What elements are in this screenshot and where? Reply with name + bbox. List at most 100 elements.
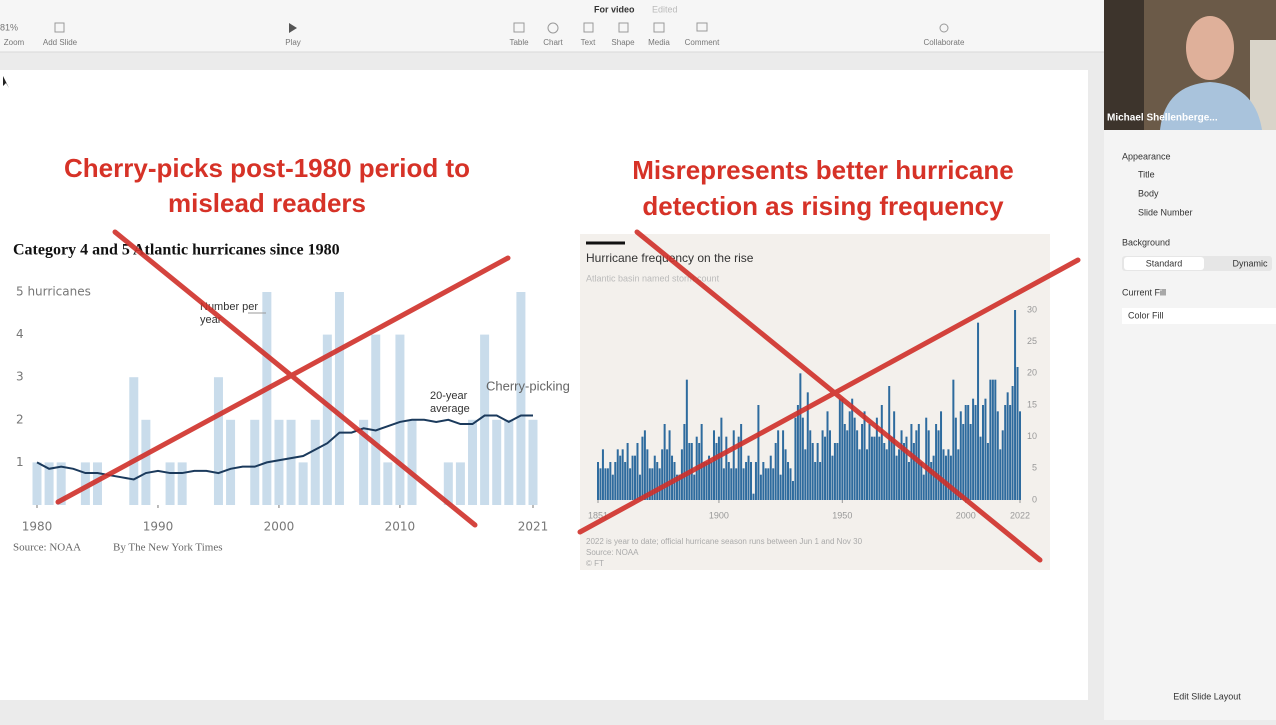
bar [907, 462, 910, 500]
tool[interactable]: Shape [611, 38, 635, 47]
bar [784, 449, 787, 500]
bar [841, 398, 844, 500]
video-name: Michael Shellenberge... [1107, 113, 1218, 124]
bar [787, 462, 790, 500]
tool[interactable]: Add Slide [43, 38, 78, 47]
tool[interactable]: Collaborate [924, 38, 965, 47]
bar [957, 449, 960, 500]
tool[interactable]: Play [285, 38, 301, 47]
bar [262, 292, 272, 505]
bar [801, 417, 804, 500]
y-tick-label: 1 [16, 455, 24, 469]
bar [964, 405, 967, 500]
bar [816, 443, 819, 500]
bar [1019, 411, 1021, 500]
bar [910, 424, 913, 500]
bar [853, 417, 856, 500]
bar [873, 436, 876, 500]
bar [1016, 367, 1019, 500]
bar [880, 405, 883, 500]
bar [915, 430, 918, 500]
bar [905, 436, 908, 500]
bar [732, 430, 735, 500]
video-person [1160, 82, 1262, 130]
bar [870, 436, 873, 500]
bar [651, 468, 654, 500]
tool[interactable]: Comment [685, 38, 720, 47]
button[interactable]: Edit Slide Layout [1173, 691, 1241, 701]
tool[interactable]: Chart [543, 38, 563, 47]
bar [631, 455, 634, 500]
bar [750, 462, 753, 500]
bar [359, 419, 369, 505]
zoom-value[interactable]: 81% [0, 22, 18, 32]
y-tick-label: 4 [16, 327, 24, 341]
bar [826, 411, 829, 500]
bar [685, 379, 688, 500]
bar [730, 468, 733, 500]
bar [821, 430, 824, 500]
bar [92, 462, 102, 505]
segment-selected [1124, 257, 1204, 270]
bar [516, 292, 526, 505]
bar [710, 462, 713, 500]
bar [698, 443, 701, 500]
bar [638, 474, 641, 500]
bar [979, 436, 982, 500]
x-tick-label: 1851 [588, 510, 608, 520]
bar [653, 455, 656, 500]
bar [56, 462, 66, 505]
bar [777, 430, 780, 500]
bar [809, 430, 812, 500]
bar [969, 424, 972, 500]
bar [213, 377, 223, 505]
bar [851, 398, 854, 500]
bar [774, 443, 777, 500]
x-tick-label: 2021 [518, 520, 549, 534]
bar [831, 455, 834, 500]
bar [858, 449, 861, 500]
tool[interactable]: Table [509, 38, 529, 47]
bar [984, 398, 987, 500]
bar [407, 419, 417, 505]
bar [678, 474, 681, 500]
bar [671, 455, 674, 500]
bar [700, 424, 703, 500]
segment[interactable]: Dynamic [1232, 258, 1268, 268]
bar [940, 411, 943, 500]
option[interactable]: Title [1138, 169, 1155, 179]
bar [708, 455, 711, 500]
bar [799, 373, 802, 500]
x-tick-label: 2022 [1010, 510, 1030, 520]
y-tick-label: 5 hurricanes [16, 285, 91, 299]
bar [165, 462, 175, 505]
option[interactable]: Body [1138, 188, 1159, 198]
bar [967, 405, 970, 500]
x-tick-label: 1980 [22, 520, 53, 534]
bar [601, 449, 604, 500]
bar [661, 449, 664, 500]
bar [609, 462, 612, 500]
bar [141, 419, 151, 505]
tool[interactable]: Text [581, 38, 596, 47]
bar [334, 292, 344, 505]
video-face [1186, 16, 1234, 80]
chart-credit: By The New York Times [113, 542, 223, 554]
bar [875, 417, 878, 500]
option[interactable]: Slide Number [1138, 207, 1193, 217]
bar [986, 443, 989, 500]
dropdown-value[interactable]: Color Fill [1128, 310, 1164, 320]
tool[interactable]: Media [648, 38, 670, 47]
bar [611, 474, 614, 500]
bar [959, 411, 962, 500]
bar [791, 481, 794, 500]
bar [742, 468, 745, 500]
chart-subtitle: Atlantic basin named storm count [586, 273, 720, 283]
tool[interactable]: Zoom [4, 38, 25, 47]
bar [298, 462, 308, 505]
bar [962, 424, 965, 500]
y-tick-label: 3 [16, 370, 24, 384]
segment[interactable]: Standard [1146, 258, 1183, 268]
toolbar [0, 0, 1104, 52]
bar [395, 334, 405, 505]
